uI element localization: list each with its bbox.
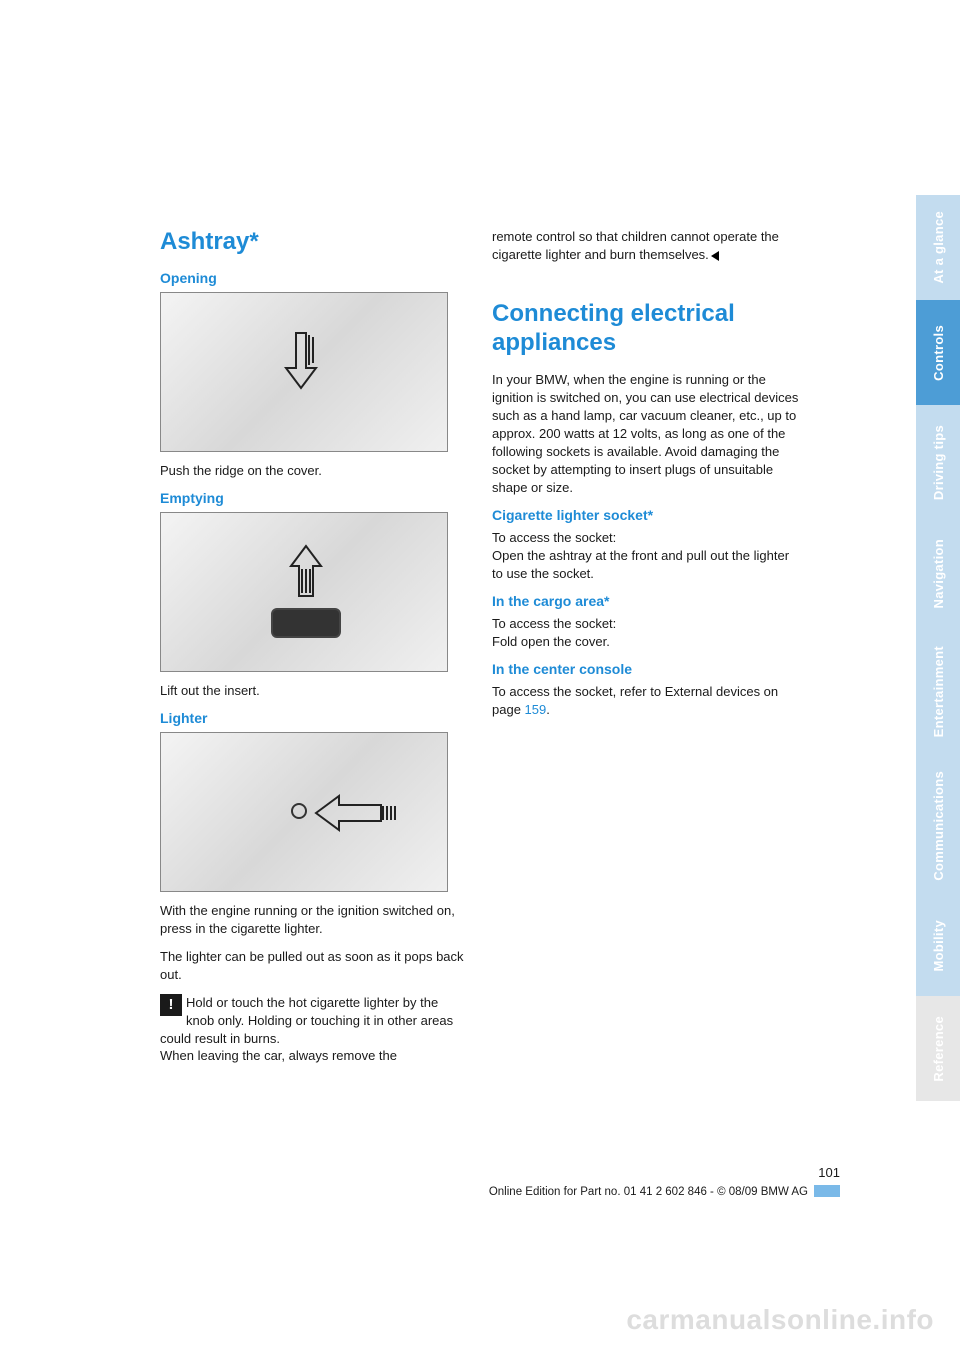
figure-emptying — [160, 512, 448, 672]
subhead-cig-socket: Cigarette lighter socket* — [492, 507, 800, 523]
para-sock1-2: Open the ashtray at the front and pull o… — [492, 547, 800, 583]
para-sock3: To access the socket, refer to External … — [492, 683, 800, 719]
page-ref-link[interactable]: 159 — [525, 702, 547, 717]
caption-opening: Push the ridge on the cover. — [160, 462, 468, 480]
page-number: 101 — [160, 1165, 840, 1180]
tab-driving-tips[interactable]: Driving tips — [916, 405, 960, 520]
left-column: Ashtray* Opening Push the ridge on the c… — [160, 228, 468, 1075]
page-footer: 101 Online Edition for Part no. 01 41 2 … — [160, 1165, 840, 1200]
tab-label: Reference — [931, 1016, 946, 1082]
tab-label: At a glance — [931, 211, 946, 284]
arrow-left-icon — [311, 788, 401, 838]
figure-opening — [160, 292, 448, 452]
page: At a glance Controls Driving tips Navigatio… — [0, 0, 960, 1358]
section-tabs: At a glance Controls Driving tips Navigatio… — [916, 195, 960, 1101]
para-intro: In your BMW, when the engine is running … — [492, 371, 800, 497]
tab-mobility[interactable]: Mobility — [916, 896, 960, 996]
para-continuation: remote control so that children cannot o… — [492, 228, 800, 264]
tab-label: Entertainment — [931, 646, 946, 737]
continuation-text: remote control so that children cannot o… — [492, 229, 779, 262]
tab-label: Mobility — [931, 920, 946, 972]
caption-emptying: Lift out the insert. — [160, 682, 468, 700]
tab-reference[interactable]: Reference — [916, 996, 960, 1101]
subhead-center-console: In the center console — [492, 661, 800, 677]
para-sock2-2: Fold open the cover. — [492, 633, 800, 651]
section-title-connecting: Connecting electrical appliances — [492, 300, 800, 358]
spacer — [492, 274, 800, 300]
para-sock1-1: To access the socket: — [492, 529, 800, 547]
subhead-cargo: In the cargo area* — [492, 593, 800, 609]
arrow-up-icon — [286, 541, 326, 611]
sock3-post: . — [546, 702, 550, 717]
end-mark-icon — [711, 251, 719, 261]
subhead-lighter: Lighter — [160, 710, 468, 726]
para-sock2-1: To access the socket: — [492, 615, 800, 633]
warning-text: Hold or touch the hot cigarette lighter … — [160, 995, 453, 1064]
tab-at-a-glance[interactable]: At a glance — [916, 195, 960, 300]
section-title-ashtray: Ashtray* — [160, 228, 468, 256]
footer-line: Online Edition for Part no. 01 41 2 602 … — [489, 1186, 808, 1198]
arrow-down-icon — [281, 323, 331, 393]
footer-line-wrap: Online Edition for Part no. 01 41 2 602 … — [160, 1182, 840, 1200]
tab-label: Driving tips — [931, 425, 946, 500]
tab-label: Communications — [931, 771, 946, 881]
tab-communications[interactable]: Communications — [916, 756, 960, 896]
tab-entertainment[interactable]: Entertainment — [916, 628, 960, 756]
content-area: Ashtray* Opening Push the ridge on the c… — [160, 228, 800, 1075]
warning-block: ! Hold or touch the hot cigarette lighte… — [160, 994, 468, 1066]
subhead-emptying: Emptying — [160, 490, 468, 506]
warning-icon: ! — [160, 994, 182, 1016]
para-lighter-2: The lighter can be pulled out as soon as… — [160, 948, 468, 984]
ashtray-insert — [271, 608, 341, 638]
tab-controls[interactable]: Controls — [916, 300, 960, 405]
figure-lighter — [160, 732, 448, 892]
tab-navigation[interactable]: Navigation — [916, 520, 960, 628]
para-lighter-1: With the engine running or the ignition … — [160, 902, 468, 938]
subhead-opening: Opening — [160, 270, 468, 286]
lighter-socket — [291, 803, 307, 819]
tab-label: Navigation — [931, 539, 946, 608]
right-column: remote control so that children cannot o… — [492, 228, 800, 1075]
tab-label: Controls — [931, 325, 946, 381]
footer-bar — [814, 1185, 840, 1197]
watermark: carmanualsonline.info — [626, 1304, 934, 1336]
